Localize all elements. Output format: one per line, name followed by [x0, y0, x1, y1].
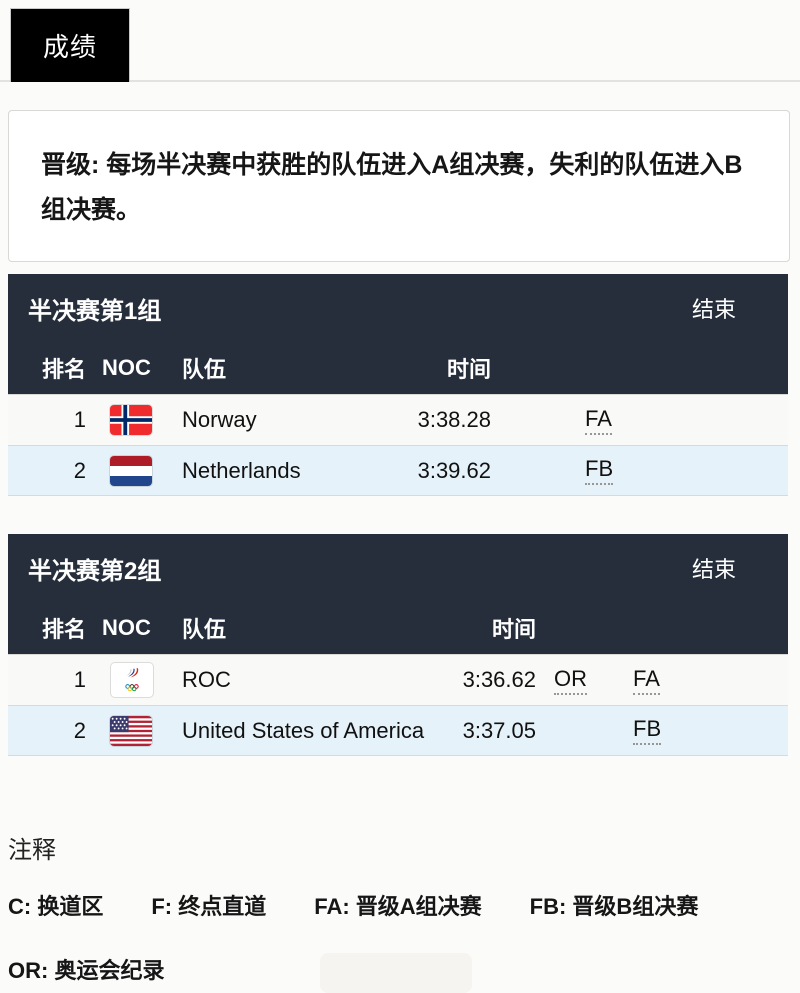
team-name: Norway	[182, 407, 257, 432]
table-row: 1 ROC 3:36.62 OR FA	[8, 654, 788, 705]
legend-item: F: 终点直道	[151, 894, 267, 919]
table-row: 1 Norway 3:38.28 FA	[8, 394, 788, 445]
record-mark[interactable]: OR	[554, 666, 587, 695]
heat-1-status: 结束	[691, 297, 736, 322]
rank-value: 2	[73, 457, 86, 483]
heat-1-header: 半决赛第1组 结束 排名 NOC 队伍 时间	[8, 274, 788, 394]
advancement-note-box: 晋级: 每场半决赛中获胜的队伍进入A组决赛，失利的队伍进入B组决赛。	[8, 110, 790, 262]
noc-cell	[92, 715, 160, 746]
column-noc: NOC	[102, 355, 151, 380]
noc-cell	[92, 405, 160, 435]
qualification-mark[interactable]: FA	[633, 666, 660, 695]
partially-visible-footer-element	[320, 953, 472, 993]
heat-1-section: 半决赛第1组 结束 排名 NOC 队伍 时间 1 Norway 3:38.28 …	[8, 274, 788, 496]
legend-heading: 注释	[8, 837, 56, 864]
column-time: 时间	[491, 617, 536, 642]
column-rank: 排名	[41, 357, 86, 382]
column-rank: 排名	[41, 617, 86, 642]
qualification-mark[interactable]: FA	[585, 406, 612, 435]
time-value: 3:39.62	[417, 457, 491, 483]
heat-1-title: 半决赛第1组	[28, 297, 162, 325]
time-value: 3:37.05	[462, 717, 536, 743]
table-row: 2 Netherlands 3:39.62 FB	[8, 445, 788, 496]
rank-value: 1	[73, 667, 86, 692]
tab-results[interactable]: 成绩	[10, 8, 130, 82]
rank-value: 1	[73, 407, 86, 432]
legend-record-note: OR: 奥运会纪录	[8, 958, 165, 983]
team-name: ROC	[182, 667, 231, 692]
qualification-mark[interactable]: FB	[633, 716, 662, 745]
qualification-mark[interactable]: FB	[585, 456, 614, 485]
noc-cell	[92, 662, 160, 698]
time-value: 3:36.62	[462, 667, 536, 692]
heat-2-title: 半决赛第2组	[28, 557, 162, 585]
column-team: 队伍	[182, 617, 227, 642]
column-time: 时间	[446, 357, 491, 382]
heat-2-status: 结束	[691, 557, 736, 582]
tab-bar: 成绩	[0, 0, 800, 82]
legend-items: C: 换道区 F: 终点直道 FA: 晋级A组决赛 FB: 晋级B组决赛	[8, 889, 788, 921]
team-name: United States of America	[182, 717, 425, 743]
legend-item: FA: 晋级A组决赛	[314, 894, 482, 919]
netherlands-flag-icon	[110, 455, 152, 486]
legend-section: 注释 C: 换道区 F: 终点直道 FA: 晋级A组决赛 FB: 晋级B组决赛 …	[8, 830, 788, 985]
column-team: 队伍	[182, 357, 227, 382]
time-value: 3:38.28	[417, 407, 491, 432]
heat-1-column-headers: 排名 NOC 队伍 时间	[8, 342, 788, 394]
column-noc: NOC	[102, 615, 151, 640]
usa-flag-icon	[110, 715, 152, 746]
team-name: Netherlands	[182, 457, 301, 483]
legend-item: FB: 晋级B组决赛	[529, 894, 699, 919]
noc-cell	[92, 455, 160, 486]
table-row: 2 United States of America 3:37.05	[8, 705, 788, 756]
roc-flag-icon	[110, 662, 154, 698]
heat-2-column-headers: 排名 NOC 队伍 时间	[8, 602, 788, 654]
legend-item: C: 换道区	[8, 894, 104, 919]
heat-2-header: 半决赛第2组 结束 排名 NOC 队伍 时间	[8, 534, 788, 654]
advancement-note-text: 晋级: 每场半决赛中获胜的队伍进入A组决赛，失利的队伍进入B组决赛。	[41, 151, 743, 224]
rank-value: 2	[73, 717, 86, 743]
heat-2-section: 半决赛第2组 结束 排名 NOC 队伍 时间 1	[8, 534, 788, 756]
norway-flag-icon	[110, 405, 152, 435]
